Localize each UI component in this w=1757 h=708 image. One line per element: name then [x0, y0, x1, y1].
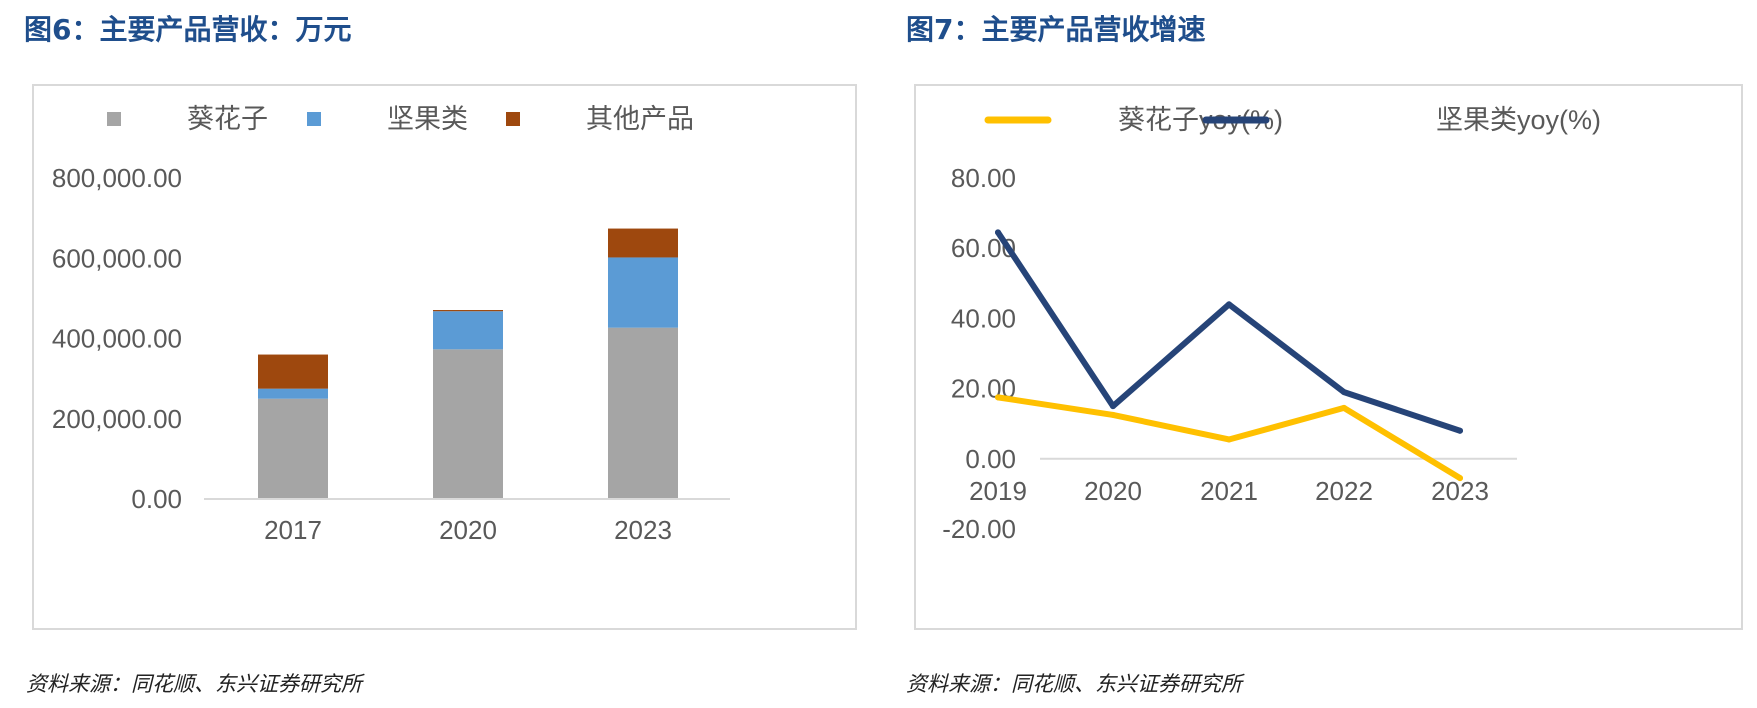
figure-6-source: 资料来源：同花顺、东兴证券研究所	[26, 672, 362, 696]
y-tick-label: 200,000.00	[52, 404, 182, 434]
x-tick-label: 2020	[1084, 476, 1142, 506]
y-tick-label: -20.00	[942, 514, 1016, 544]
data-point	[1341, 389, 1347, 396]
data-point	[1226, 436, 1232, 443]
bar-segment	[258, 354, 328, 389]
bar-segment	[608, 257, 678, 328]
y-tick-label: 40.00	[951, 303, 1016, 333]
bar-segment	[608, 228, 678, 258]
data-point	[995, 229, 1001, 236]
data-point	[1341, 404, 1347, 411]
x-tick-label: 2022	[1315, 476, 1373, 506]
x-tick-label: 2021	[1200, 476, 1258, 506]
data-point	[1110, 411, 1116, 418]
y-tick-label: 600,000.00	[52, 243, 182, 273]
legend-label: 葵花子	[187, 104, 268, 134]
bar-segment	[258, 388, 328, 399]
legend-swatch	[307, 112, 321, 126]
data-point	[1457, 427, 1463, 434]
figure-7-source: 资料来源：同花顺、东兴证券研究所	[906, 672, 1242, 696]
bar-segment	[433, 311, 503, 350]
bar-chart-panel: 0.00 200,000.00 400,000.00 600,000.00 800,00…	[32, 84, 857, 630]
legend-swatch	[107, 112, 121, 126]
legend-label: 其他产品	[586, 104, 694, 134]
bar-chart: 0.00 200,000.00 400,000.00 600,000.00 800,00…	[52, 104, 730, 545]
line-chart-panel: -20.00 0.00 20.00 40.00 60.00 80.00 2019 2020 20…	[914, 84, 1743, 630]
x-tick-label: 2019	[969, 476, 1027, 506]
y-tick-label: 400,000.00	[52, 324, 182, 354]
series-line	[995, 229, 1463, 434]
y-tick-label: 800,000.00	[52, 163, 182, 193]
bar-segment	[433, 310, 503, 312]
y-tick-label: 80.00	[951, 163, 1016, 193]
legend-label: 坚果类	[387, 104, 468, 134]
y-tick-label: 0.00	[131, 484, 182, 514]
bar-segment	[258, 398, 328, 499]
data-point	[1457, 475, 1463, 482]
x-tick-label: 2023	[614, 515, 672, 545]
y-tick-label: 0.00	[965, 444, 1016, 474]
bar-segment	[433, 349, 503, 499]
figure-6-title: 图6：主要产品营收：万元	[24, 13, 352, 46]
data-point	[995, 394, 1001, 401]
x-tick-label: 2017	[264, 515, 322, 545]
data-point	[1226, 301, 1232, 308]
figure-7-title: 图7：主要产品营收增速	[906, 13, 1206, 46]
bar-segment	[608, 327, 678, 499]
data-point	[1110, 403, 1116, 410]
legend-swatch	[506, 112, 520, 126]
legend-label: 坚果类yoy(%)	[1436, 105, 1601, 135]
x-tick-label: 2020	[439, 515, 497, 545]
